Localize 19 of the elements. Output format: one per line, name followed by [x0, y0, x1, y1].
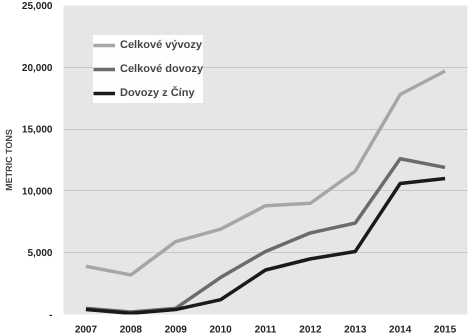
- x-tick-label: 2009: [164, 324, 188, 335]
- x-tick-label: 2015: [434, 324, 457, 335]
- legend-label: Dovozy z Číny: [120, 86, 195, 100]
- y-tick-label: 20,000: [22, 62, 53, 74]
- x-tick-label: 2013: [344, 324, 367, 335]
- legend-label: Celkové vývozy: [120, 38, 202, 52]
- y-tick-label: 10,000: [22, 186, 53, 198]
- y-axis-title: METRIC TONS: [4, 129, 14, 191]
- x-tick-label: 2007: [74, 324, 98, 335]
- x-tick-label: 2012: [299, 324, 322, 335]
- x-tick-label: 2014: [389, 324, 412, 335]
- x-tick-label: 2008: [120, 324, 142, 335]
- y-tick-label: 15,000: [22, 124, 53, 136]
- legend-label: Celkové dovozy: [120, 62, 204, 76]
- x-tick-label: 2010: [209, 324, 232, 335]
- y-tick-label: -: [49, 310, 53, 321]
- y-tick-label: 25,000: [22, 1, 53, 12]
- x-tick-label: 2011: [254, 324, 277, 335]
- y-tick-label: 5,000: [27, 248, 53, 260]
